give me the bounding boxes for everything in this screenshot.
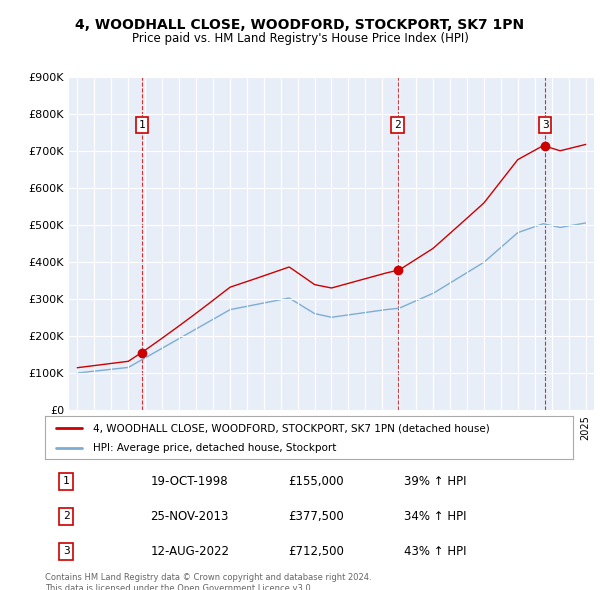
Text: 12-AUG-2022: 12-AUG-2022: [151, 545, 230, 558]
Text: 25-NOV-2013: 25-NOV-2013: [151, 510, 229, 523]
Text: Price paid vs. HM Land Registry's House Price Index (HPI): Price paid vs. HM Land Registry's House …: [131, 32, 469, 45]
Text: Contains HM Land Registry data © Crown copyright and database right 2024.
This d: Contains HM Land Registry data © Crown c…: [45, 573, 371, 590]
Text: 3: 3: [63, 546, 70, 556]
Text: 43% ↑ HPI: 43% ↑ HPI: [404, 545, 467, 558]
Text: 34% ↑ HPI: 34% ↑ HPI: [404, 510, 467, 523]
Text: £155,000: £155,000: [288, 475, 344, 488]
Text: £712,500: £712,500: [288, 545, 344, 558]
Text: 39% ↑ HPI: 39% ↑ HPI: [404, 475, 467, 488]
Text: 4, WOODHALL CLOSE, WOODFORD, STOCKPORT, SK7 1PN (detached house): 4, WOODHALL CLOSE, WOODFORD, STOCKPORT, …: [92, 423, 489, 433]
Text: 4, WOODHALL CLOSE, WOODFORD, STOCKPORT, SK7 1PN: 4, WOODHALL CLOSE, WOODFORD, STOCKPORT, …: [76, 18, 524, 32]
Text: 19-OCT-1998: 19-OCT-1998: [151, 475, 228, 488]
Text: £377,500: £377,500: [288, 510, 344, 523]
Text: 2: 2: [394, 120, 401, 130]
Text: 2: 2: [63, 512, 70, 521]
Text: HPI: Average price, detached house, Stockport: HPI: Average price, detached house, Stoc…: [92, 443, 336, 453]
Text: 3: 3: [542, 120, 548, 130]
Text: 1: 1: [138, 120, 145, 130]
Text: 1: 1: [63, 476, 70, 486]
